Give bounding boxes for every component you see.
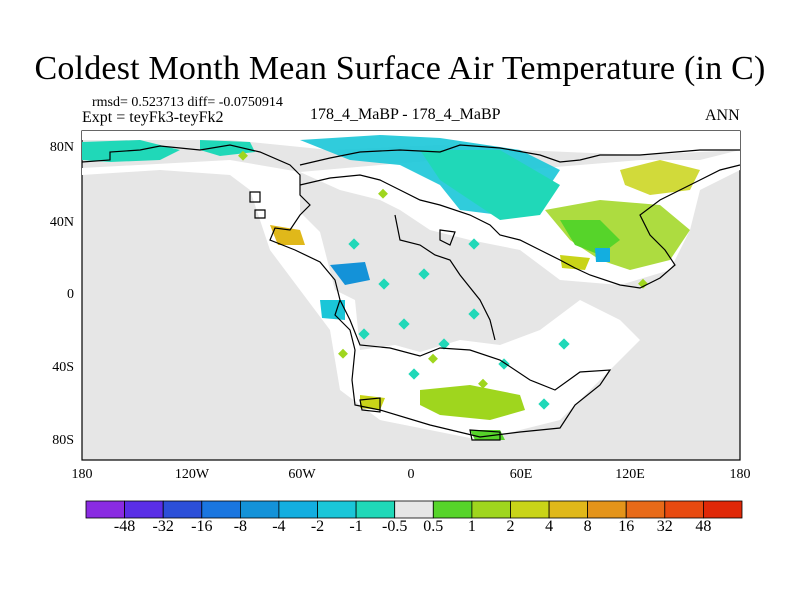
- y-tick-label: 80N: [49, 140, 74, 155]
- x-tick-label: 120E: [615, 467, 645, 482]
- colorbar-box: [85, 500, 125, 519]
- colorbar-box: [394, 500, 434, 519]
- colorbar-label: -0.5: [382, 518, 408, 535]
- colorbar-box: [201, 500, 241, 519]
- colorbar-box: [278, 500, 318, 519]
- colorbar-box: [510, 500, 550, 519]
- colorbar-label: -2: [310, 518, 325, 535]
- colorbar-label: -48: [113, 518, 136, 535]
- colorbar-box: [587, 500, 627, 519]
- colorbar-box: [432, 500, 473, 519]
- colorbar-label: -32: [152, 518, 174, 535]
- colorbar-box: [703, 500, 743, 519]
- y-tick-label: 40N: [49, 215, 74, 230]
- experiment-label: Expt = teyFk3-teyFk2: [82, 109, 224, 126]
- colorbar-label: -1: [349, 518, 363, 535]
- colorbar-label: 0.5: [423, 518, 444, 535]
- x-tick-label: 180: [71, 467, 93, 482]
- land-outlines: [81, 144, 741, 441]
- colorbar-box: [625, 500, 666, 519]
- colorbar-box: [664, 500, 704, 519]
- colorbar-label: 1: [467, 518, 476, 535]
- colorbar-label: -16: [191, 518, 213, 535]
- season-label: ANN: [705, 107, 740, 124]
- colorbar-box: [355, 500, 396, 519]
- y-tick-label: 0: [67, 287, 74, 302]
- x-tick-label: 60W: [288, 467, 316, 482]
- colorbar-label: -4: [272, 518, 286, 535]
- colorbar-label: 32: [656, 518, 673, 535]
- x-tick-label: 180: [729, 467, 751, 482]
- colorbar-box: [162, 500, 203, 519]
- colorbar-box: [124, 500, 164, 519]
- colorbar-label: -8: [233, 518, 248, 535]
- x-tick-label: 60E: [509, 467, 533, 482]
- anomaly-patches: [82, 135, 700, 440]
- colorbar-box: [317, 500, 357, 519]
- x-tick-label: 120W: [174, 467, 210, 482]
- colorbar-label: 4: [545, 518, 554, 535]
- colorbar-label: 16: [618, 518, 635, 535]
- colorbar-box: [239, 500, 280, 519]
- colorbar-label: 48: [695, 518, 712, 535]
- y-tick-label: 80S: [52, 433, 74, 448]
- x-tick-label: 0: [407, 467, 415, 482]
- colorbar-box: [548, 500, 589, 519]
- y-tick-label: 40S: [52, 360, 74, 375]
- period-label: 178_4_MaBP - 178_4_MaBP: [310, 106, 501, 123]
- anomaly-speckles: [348, 238, 570, 410]
- colorbar: [85, 500, 743, 519]
- stats-text: rmsd= 0.523713 diff= -0.0750914: [92, 95, 283, 110]
- colorbar-label: 2: [506, 518, 515, 535]
- colorbar-label: 8: [583, 518, 592, 535]
- colorbar-box: [471, 500, 511, 519]
- map-title: Coldest Month Mean Surface Air Temperatu…: [34, 50, 766, 87]
